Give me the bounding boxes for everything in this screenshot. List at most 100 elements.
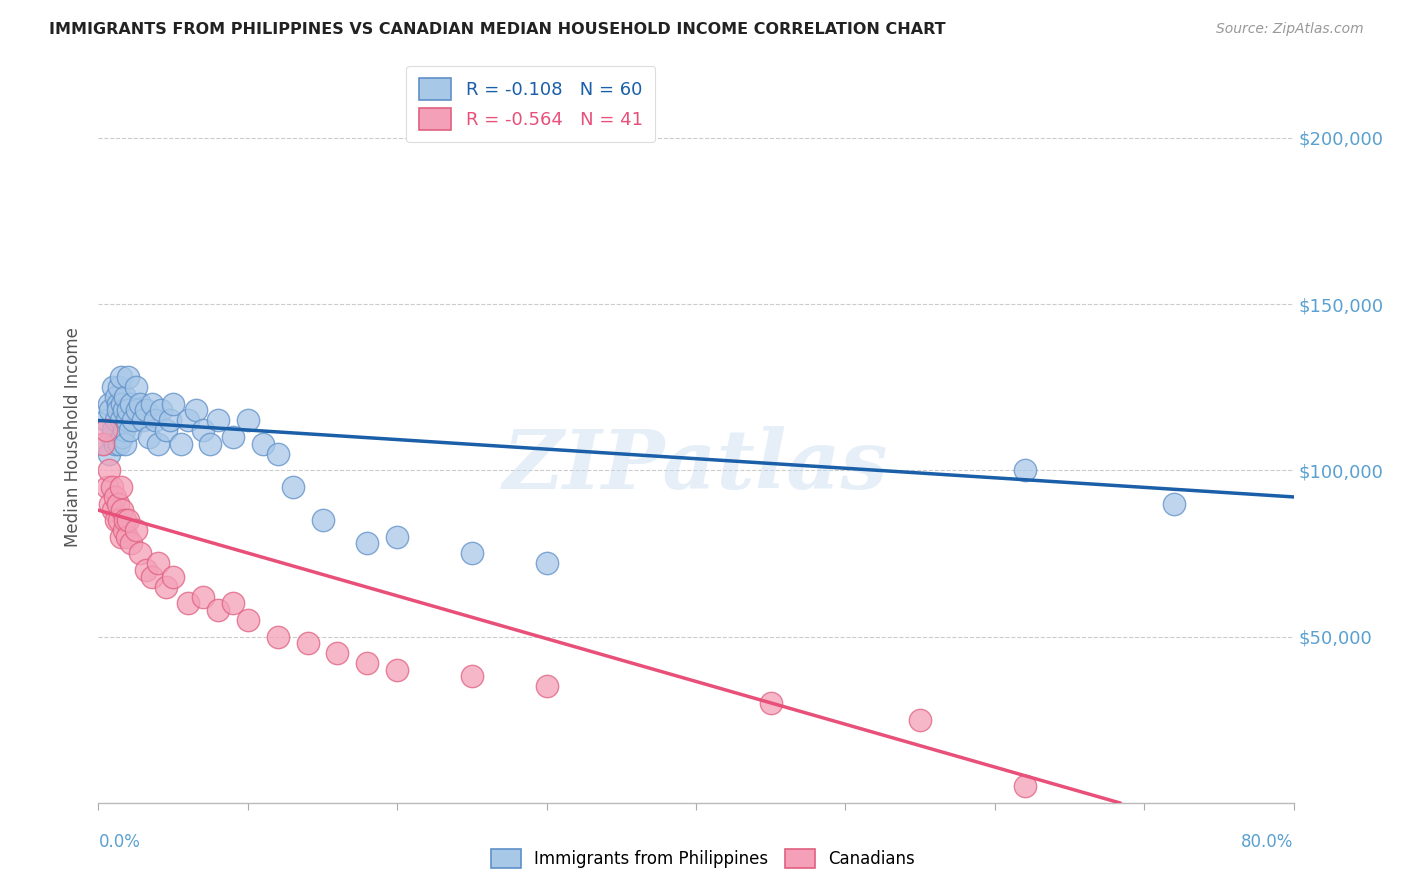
Point xyxy=(536,557,558,571)
Legend: R = -0.108   N = 60, R = -0.564   N = 41: R = -0.108 N = 60, R = -0.564 N = 41 xyxy=(406,66,655,143)
Point xyxy=(91,436,114,450)
Point xyxy=(120,397,142,411)
Point xyxy=(129,546,152,560)
Point xyxy=(127,403,149,417)
Point xyxy=(103,503,125,517)
Text: ZIPatlas: ZIPatlas xyxy=(503,426,889,507)
Point xyxy=(114,513,136,527)
Point xyxy=(135,403,157,417)
Text: Source: ZipAtlas.com: Source: ZipAtlas.com xyxy=(1216,22,1364,37)
Point xyxy=(105,413,128,427)
Y-axis label: Median Household Income: Median Household Income xyxy=(65,327,83,547)
Point xyxy=(1163,497,1185,511)
Point xyxy=(252,436,274,450)
Point xyxy=(96,480,118,494)
Point xyxy=(117,513,139,527)
Point xyxy=(222,596,245,610)
Point xyxy=(155,580,177,594)
Point xyxy=(98,497,122,511)
Point xyxy=(105,390,128,404)
Point xyxy=(135,563,157,577)
Point xyxy=(1014,463,1036,477)
Point xyxy=(143,413,166,427)
Point xyxy=(120,536,142,550)
Point xyxy=(148,557,170,571)
Point xyxy=(118,424,141,438)
Point xyxy=(110,480,132,494)
Point xyxy=(108,380,131,394)
Point xyxy=(200,436,222,450)
Point xyxy=(141,397,163,411)
Point xyxy=(117,370,139,384)
Point xyxy=(191,424,214,438)
Point xyxy=(267,630,290,644)
Point xyxy=(141,570,163,584)
Point xyxy=(104,436,127,450)
Point xyxy=(107,397,129,411)
Point xyxy=(311,513,333,527)
Point xyxy=(281,480,304,494)
Point xyxy=(107,497,129,511)
Point xyxy=(169,436,191,450)
Point xyxy=(132,413,155,427)
Point xyxy=(125,523,148,537)
Point xyxy=(110,413,132,427)
Point xyxy=(356,536,378,550)
Point xyxy=(112,403,135,417)
Point xyxy=(159,413,181,427)
Point xyxy=(108,513,131,527)
Point xyxy=(162,397,184,411)
Point xyxy=(184,403,207,417)
Point xyxy=(177,413,200,427)
Point xyxy=(236,413,259,427)
Point xyxy=(111,397,134,411)
Point xyxy=(114,436,136,450)
Point xyxy=(117,403,139,417)
Point xyxy=(461,546,484,560)
Point xyxy=(297,636,319,650)
Point xyxy=(1014,779,1036,793)
Point xyxy=(101,430,124,444)
Point xyxy=(356,656,378,670)
Point xyxy=(326,646,349,660)
Point xyxy=(385,530,409,544)
Point xyxy=(111,503,134,517)
Point xyxy=(162,570,184,584)
Text: 0.0%: 0.0% xyxy=(98,833,141,851)
Point xyxy=(101,480,124,494)
Point xyxy=(107,403,129,417)
Point xyxy=(207,603,229,617)
Point xyxy=(105,513,128,527)
Point xyxy=(114,390,136,404)
Point xyxy=(148,436,170,450)
Point xyxy=(207,413,229,427)
Point xyxy=(115,413,138,427)
Point xyxy=(91,436,114,450)
Point xyxy=(103,424,125,438)
Point xyxy=(536,680,558,694)
Point xyxy=(115,530,138,544)
Point xyxy=(110,370,132,384)
Point xyxy=(110,530,132,544)
Text: 80.0%: 80.0% xyxy=(1241,833,1294,851)
Legend: Immigrants from Philippines, Canadians: Immigrants from Philippines, Canadians xyxy=(484,843,922,875)
Point xyxy=(112,523,135,537)
Point xyxy=(121,413,143,427)
Point xyxy=(177,596,200,610)
Text: IMMIGRANTS FROM PHILIPPINES VS CANADIAN MEDIAN HOUSEHOLD INCOME CORRELATION CHAR: IMMIGRANTS FROM PHILIPPINES VS CANADIAN … xyxy=(49,22,946,37)
Point xyxy=(103,380,125,394)
Point xyxy=(461,669,484,683)
Point xyxy=(97,463,120,477)
Point xyxy=(385,663,409,677)
Point xyxy=(111,430,134,444)
Point xyxy=(908,713,931,727)
Point xyxy=(236,613,259,627)
Point xyxy=(97,447,120,461)
Point xyxy=(94,424,117,438)
Point xyxy=(222,430,245,444)
Point xyxy=(94,413,117,427)
Point xyxy=(108,436,131,450)
Point xyxy=(112,424,135,438)
Point xyxy=(97,397,120,411)
Point xyxy=(125,380,148,394)
